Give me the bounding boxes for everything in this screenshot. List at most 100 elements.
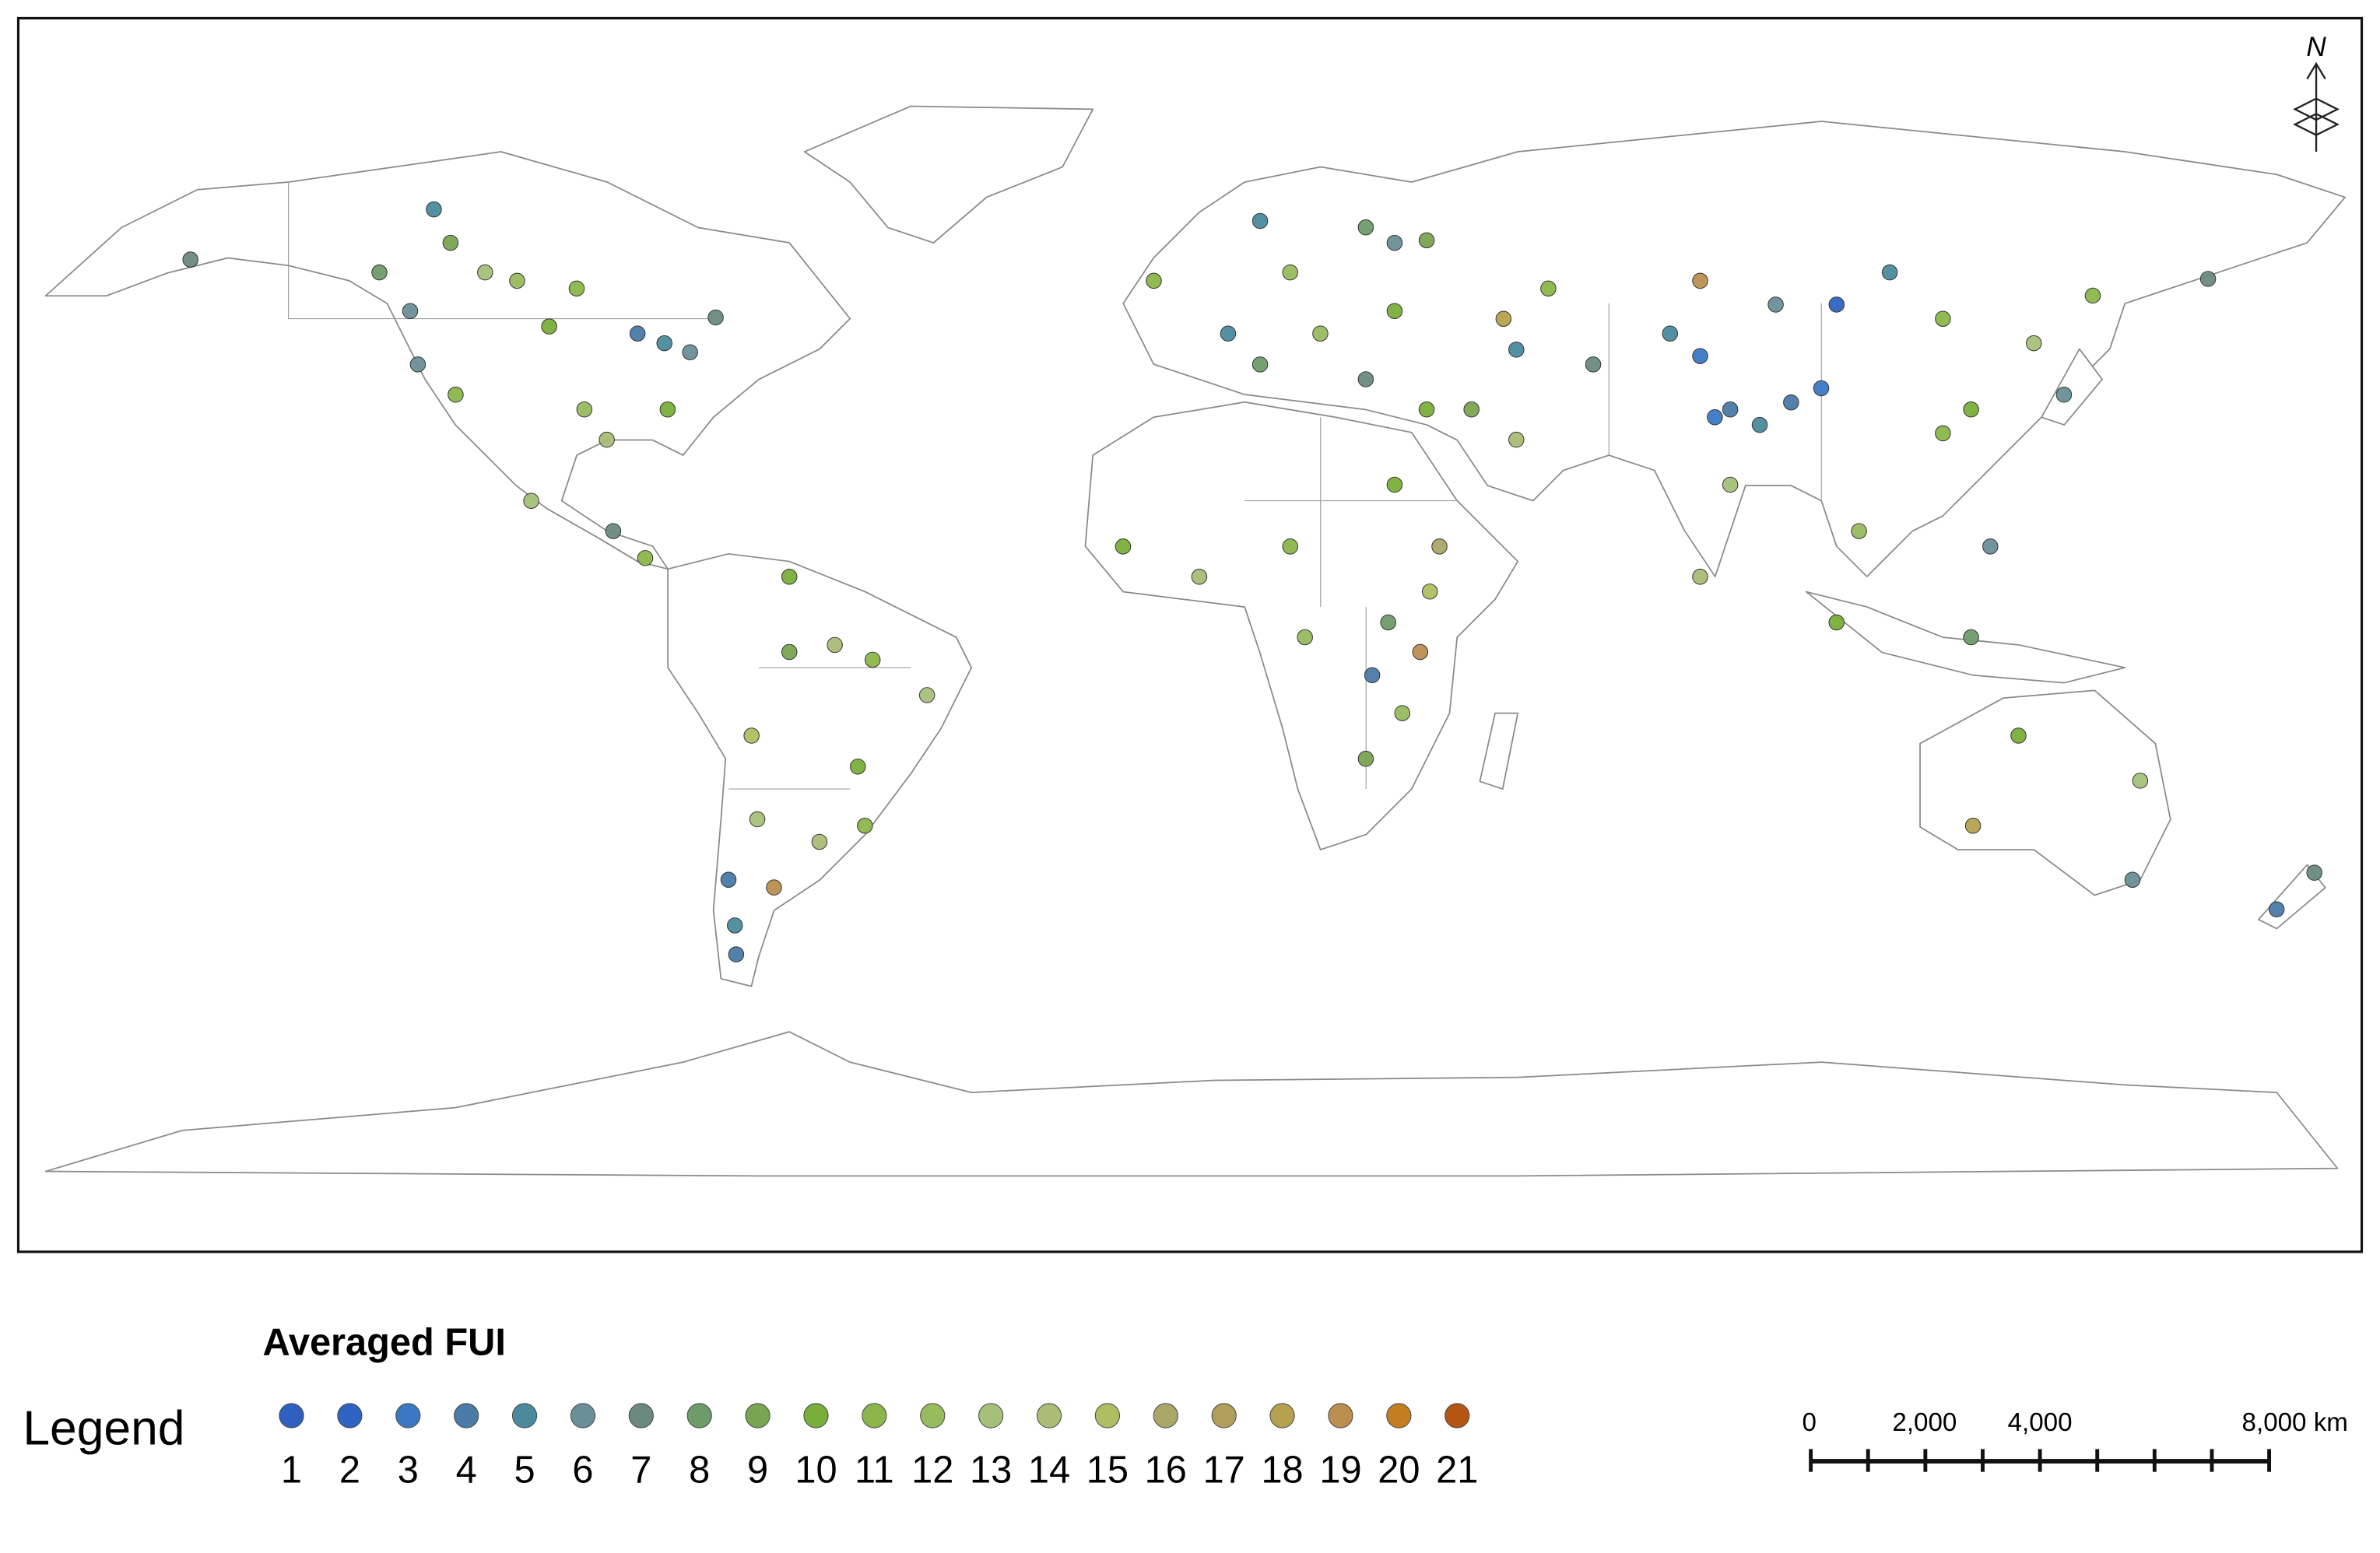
sample-point [1692, 569, 1708, 585]
sample-point [605, 523, 622, 539]
sample-point [1357, 751, 1374, 767]
sample-point [2010, 727, 2027, 744]
sample-point [1828, 614, 1845, 631]
sample-point [1421, 584, 1438, 600]
sample-point [1220, 325, 1237, 342]
legend-swatch [279, 1403, 304, 1429]
south-america [667, 552, 973, 987]
sample-point [781, 643, 798, 661]
north-arrow: N [2293, 32, 2340, 152]
sample-point [1386, 476, 1403, 493]
sample-point [1692, 348, 1708, 364]
sample-point [2306, 864, 2322, 881]
legend-title: Averaged FUI [262, 1322, 505, 1364]
sample-point [1495, 310, 1512, 327]
sample-point [659, 401, 676, 418]
antarctica [44, 1031, 2339, 1177]
sample-point [1707, 408, 1723, 426]
sample-point [1963, 401, 1979, 418]
sample-point [637, 550, 654, 566]
sample-point [1412, 643, 1429, 661]
sample-point [827, 636, 843, 654]
sample-point [781, 569, 798, 585]
sample-point [1251, 356, 1269, 373]
sample-point [1982, 538, 1999, 555]
sample-point [720, 871, 737, 888]
legend-value: 11 [855, 1449, 894, 1491]
sample-point [2132, 773, 2149, 789]
sample-point [1767, 296, 1784, 313]
sample-point [1431, 538, 1448, 555]
legend-value: 3 [398, 1449, 419, 1491]
legend-swatch [570, 1403, 596, 1429]
sample-point [182, 251, 198, 268]
sample-point [743, 727, 760, 744]
sample-point [811, 833, 828, 850]
legend-swatch [920, 1403, 946, 1429]
madagascar [1479, 712, 1519, 790]
legend-value: 10 [795, 1449, 837, 1491]
legend-value: 9 [747, 1449, 768, 1491]
sample-point [707, 309, 724, 326]
legend-value: 4 [456, 1449, 477, 1491]
legend-value: 6 [572, 1449, 593, 1491]
legend-swatch [1386, 1403, 1412, 1429]
legend-swatch [862, 1403, 887, 1429]
sample-point [1722, 401, 1739, 418]
legend-value: 21 [1436, 1449, 1478, 1491]
sample-point [629, 325, 646, 342]
scale-label: 0 [1802, 1408, 1816, 1437]
sample-point [1364, 667, 1381, 684]
legend-swatch [978, 1403, 1004, 1429]
sample-point [1191, 569, 1208, 585]
legend-value: 16 [1145, 1449, 1187, 1491]
sample-point [409, 356, 427, 373]
sample-points [182, 201, 2322, 962]
legend-swatch [1269, 1403, 1295, 1429]
legend-swatch [745, 1403, 771, 1429]
sample-point [1881, 264, 1898, 281]
sample-point [1783, 394, 1799, 411]
legend-value: 2 [339, 1449, 360, 1491]
legend-value: 5 [514, 1449, 535, 1491]
legend-value: 8 [689, 1449, 710, 1491]
legend-swatch [1036, 1403, 1062, 1429]
sample-point [1282, 538, 1299, 555]
africa [1084, 401, 1519, 850]
sample-point [1297, 629, 1313, 646]
north-america [44, 151, 851, 570]
legend-value: 14 [1028, 1449, 1070, 1491]
greenland [803, 105, 1094, 244]
sample-point [1418, 232, 1435, 249]
north-arrow-symbol [2293, 61, 2340, 152]
sample-point [402, 303, 419, 320]
indonesia [1805, 591, 2126, 684]
sample-point [2055, 387, 2073, 403]
legend-value: 13 [970, 1449, 1012, 1491]
sample-point [1662, 325, 1679, 342]
sample-point [1963, 629, 1979, 646]
landmasses [44, 105, 2346, 1177]
sample-point [2084, 287, 2101, 304]
sample-point [2026, 335, 2042, 352]
sample-point [599, 431, 615, 448]
sample-point [1418, 401, 1435, 418]
sample-point [1935, 425, 1951, 442]
sample-point [1585, 356, 1602, 373]
sample-point [541, 318, 557, 335]
legend-value: 19 [1319, 1449, 1361, 1491]
sample-point [2199, 271, 2217, 287]
sample-point [1146, 272, 1162, 289]
legend-swatch [1444, 1403, 1470, 1429]
sample-point [1813, 380, 1830, 397]
legend-swatch [803, 1403, 829, 1429]
japan [2041, 348, 2103, 426]
legend-value: 1 [281, 1449, 302, 1491]
legend-value: 7 [630, 1449, 651, 1491]
borders [288, 182, 1822, 790]
sample-point [1386, 234, 1403, 251]
sample-point [1851, 523, 1867, 539]
legend-swatch [395, 1403, 421, 1429]
sample-point [1751, 416, 1768, 433]
